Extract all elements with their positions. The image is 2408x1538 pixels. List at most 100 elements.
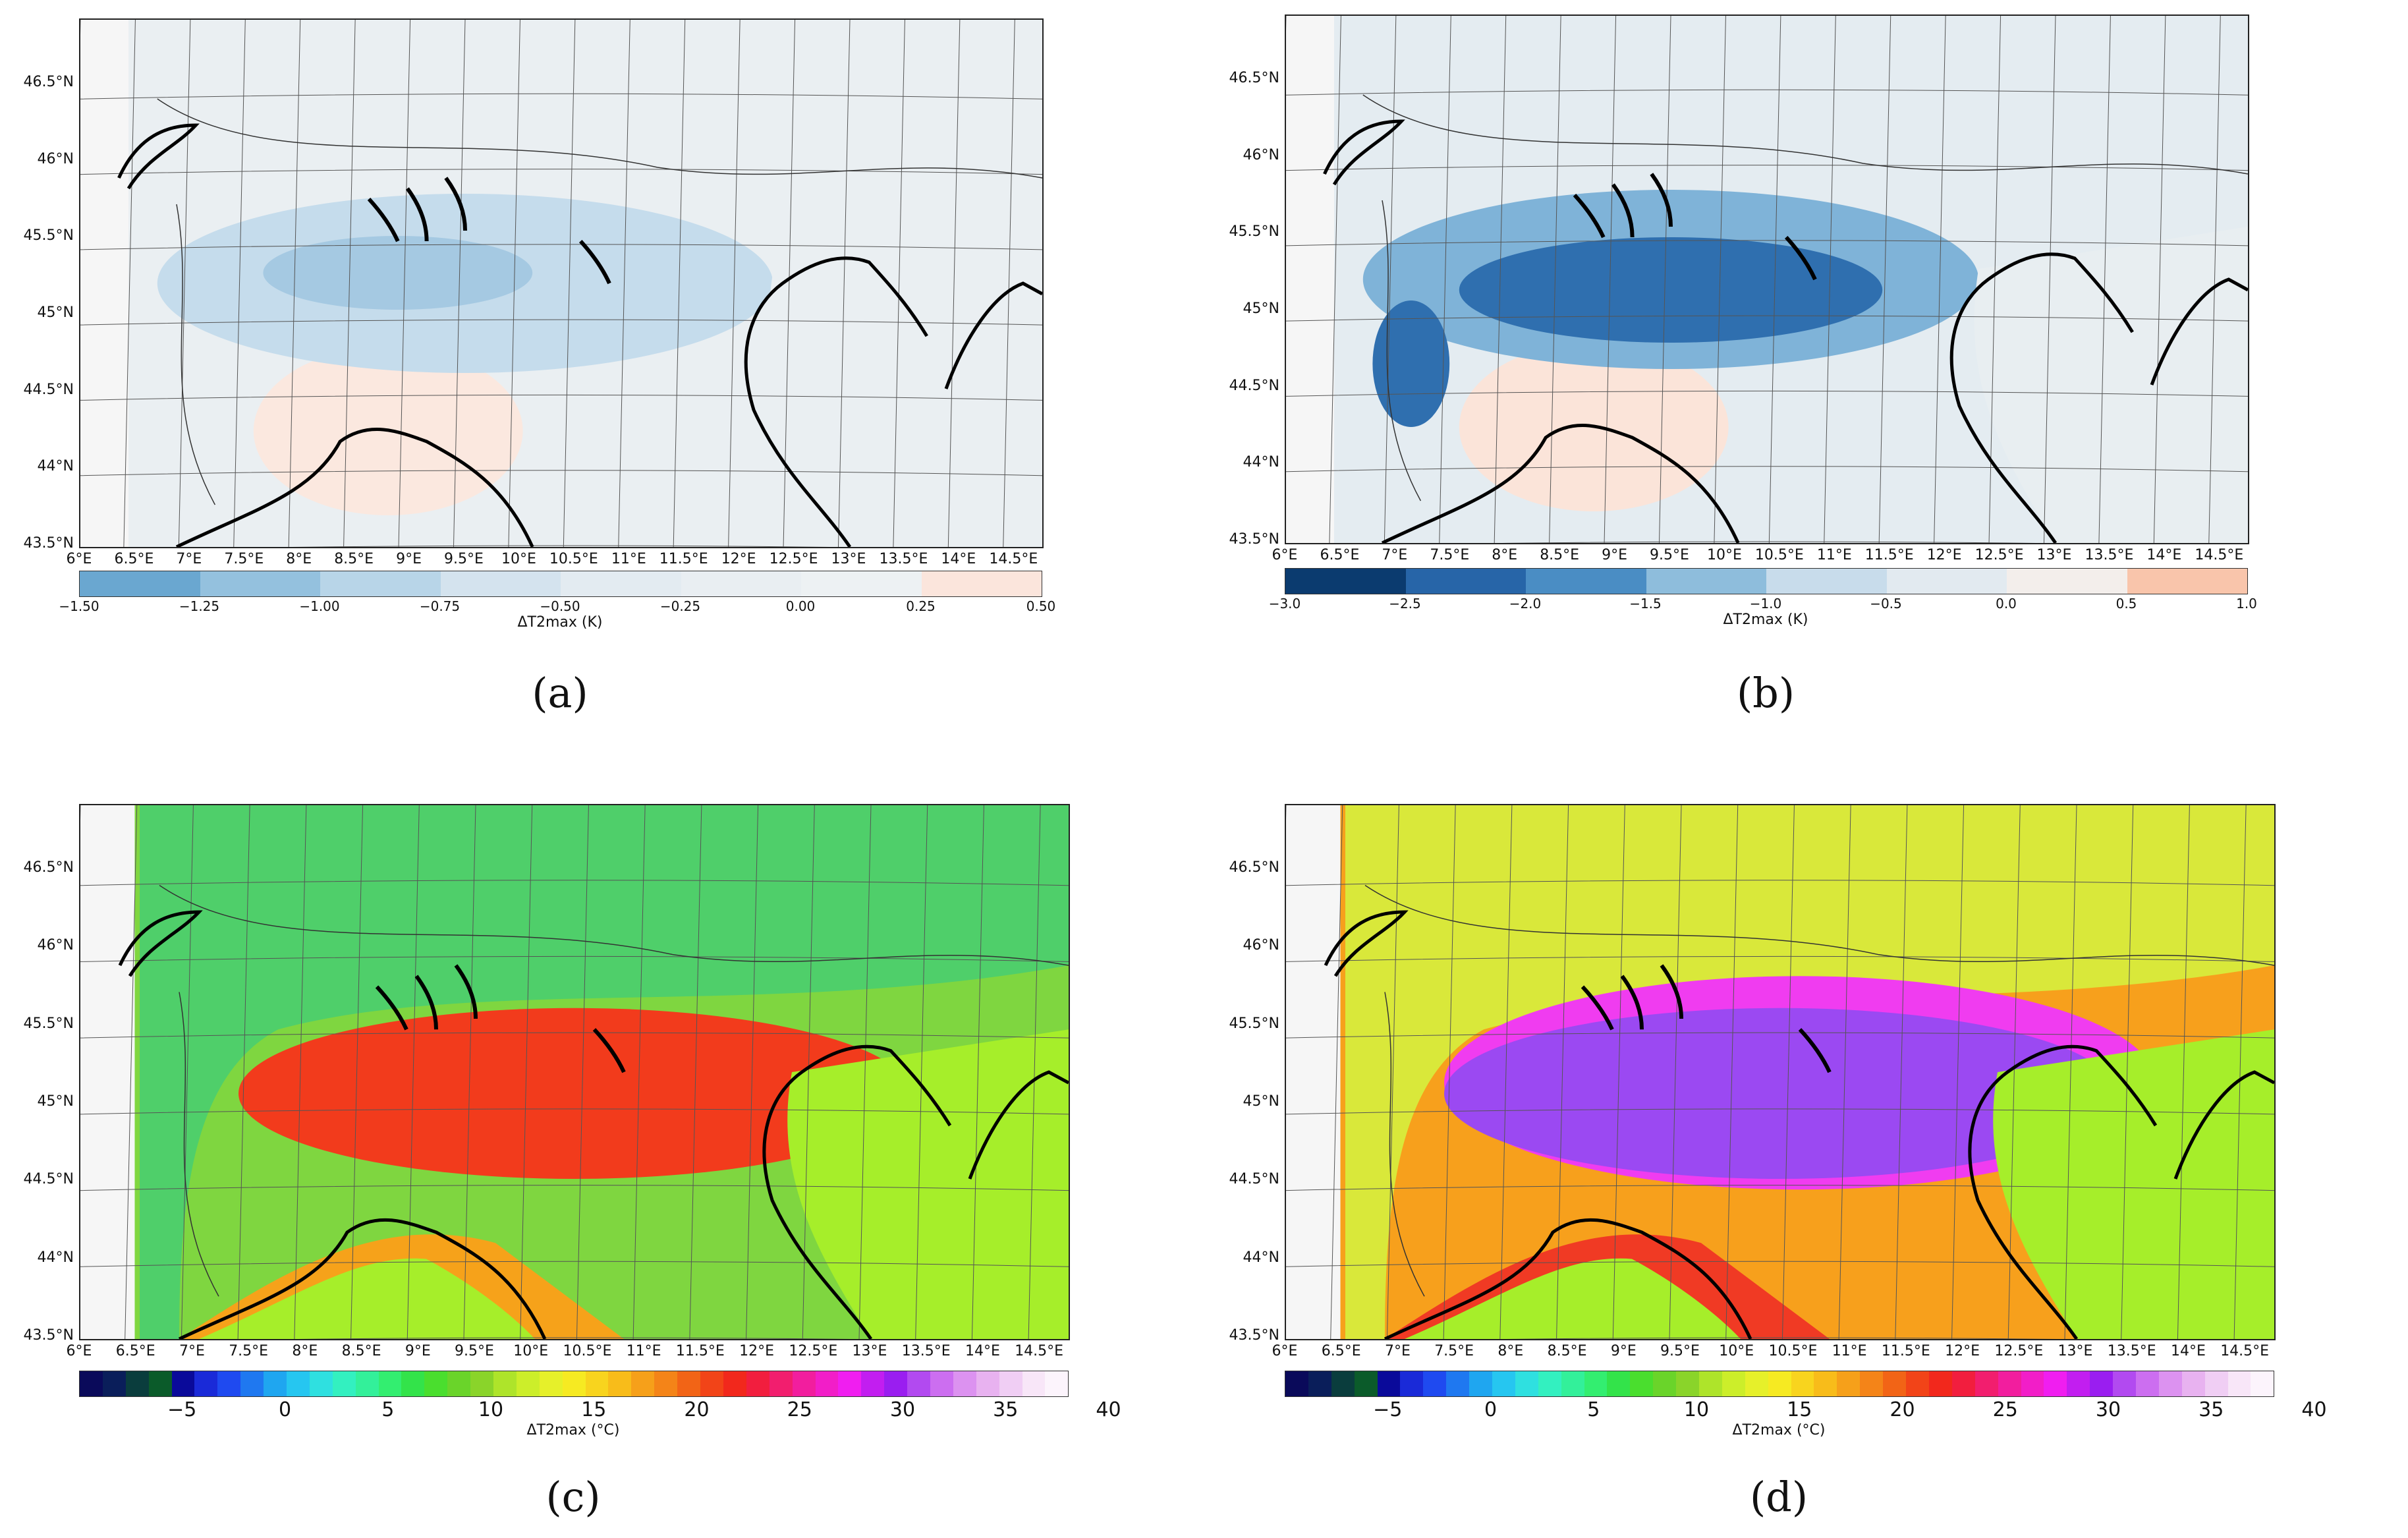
parallel-line [1286, 1032, 2274, 1039]
colorbar-segment [1331, 1371, 1355, 1396]
lon-label: 7°E [179, 1343, 205, 1359]
outside-domain [1286, 805, 1341, 1339]
colorbar-segment [1814, 1371, 1837, 1396]
lon-label: 11°E [626, 1343, 661, 1359]
colorbar-tick-label: 0.0 [1996, 596, 2017, 612]
colorbar-segment [2007, 569, 2127, 594]
lon-label: 11.5°E [659, 551, 708, 567]
colorbar-segment [1607, 1371, 1631, 1396]
colorbar-segment [1928, 1371, 1952, 1396]
colorbar-segment [80, 1371, 103, 1396]
meridian-line [1556, 805, 1569, 1339]
lon-label: 6°E [1272, 1343, 1298, 1359]
colorbar-segment [999, 1371, 1022, 1396]
colorbar-segment [1766, 569, 1887, 594]
meridian-line [1384, 16, 1397, 543]
meridian-line [125, 805, 138, 1339]
meridian-line [233, 20, 246, 547]
colorbar-segment [2135, 1371, 2159, 1396]
meridian-line [673, 20, 686, 547]
lat-label: 46°N [37, 937, 74, 954]
lon-label: 6.5°E [115, 1343, 155, 1359]
colorbar-tick-label: −1.00 [299, 598, 340, 614]
colorbar-segment [1951, 1371, 1975, 1396]
colorbar-tick-label: 0 [278, 1398, 292, 1421]
colorbar-tick-label: 15 [1787, 1398, 1812, 1421]
colorbar-tick-label: −1.25 [179, 598, 220, 614]
colorbar-segment [401, 1371, 425, 1396]
lon-label: 13°E [831, 551, 866, 567]
parallel-line [80, 880, 1069, 886]
meridian-line [123, 20, 136, 547]
colorbar-segment [1423, 1371, 1447, 1396]
france-italy-border [1384, 992, 1425, 1297]
lon-label: 9.5°E [455, 1343, 494, 1359]
parallel-line [80, 169, 1042, 175]
po-valley-plain [238, 1008, 910, 1179]
colorbar-segment [585, 1371, 609, 1396]
map-frame [79, 18, 1044, 548]
meridian-line [1612, 805, 1625, 1339]
meridian-line [783, 20, 796, 547]
meridian-line [2098, 16, 2111, 543]
meridian-line [728, 20, 741, 547]
ligurian-sea [1405, 1258, 1741, 1339]
lon-label: 7.5°E [224, 551, 264, 567]
france-italy-border [1382, 200, 1422, 501]
lon-label: 8°E [1498, 1343, 1524, 1359]
lat-label: 46.5°N [1229, 70, 1279, 86]
lon-label: 10.5°E [1754, 547, 1804, 563]
colorbar-segment [608, 1371, 632, 1396]
lon-label: 9°E [1610, 1343, 1637, 1359]
lon-label: 12.5°E [769, 551, 818, 567]
parallel-line [1286, 955, 2274, 962]
lon-label: 10.5°E [549, 551, 598, 567]
colorbar-segment [1446, 1371, 1470, 1396]
panel-a: 46.5°N 46°N 45.5°N 45°N 44.5°N 44°N 43.5°N 6°E 6… [0, 0, 1186, 764]
colorbar-segment [921, 571, 1042, 596]
adriatic-coastline [762, 1044, 952, 1339]
colorbar-segment [1526, 569, 1646, 594]
colorbar-segment [171, 1371, 195, 1396]
meridian-line [1768, 16, 1781, 543]
colorbar-tick-label: −5 [1373, 1398, 1403, 1421]
colorbar-segment [1791, 1371, 1814, 1396]
lake-geneva [117, 123, 200, 190]
colorbar-tick-label: −2.5 [1389, 596, 1421, 612]
meridian-line [2177, 805, 2190, 1339]
parallel-line [80, 1108, 1069, 1115]
colorbar-segment [1837, 1371, 1861, 1396]
parallel-line [1286, 315, 2248, 322]
lon-label: 13°E [852, 1343, 887, 1359]
colorbar-tick-label: 0.50 [1026, 598, 1056, 614]
colorbar-segment [1405, 569, 1526, 594]
meridian-line [508, 20, 520, 547]
national-border [159, 884, 1069, 966]
colorbar-segment [562, 1371, 586, 1396]
colorbar-segment [2251, 1371, 2274, 1396]
lon-label: 9.5°E [1660, 1343, 1700, 1359]
parallel-line [1286, 1261, 2274, 1267]
map-frame [1285, 804, 2276, 1340]
lat-label: 44.5°N [1229, 377, 1279, 394]
meridian-line [2007, 805, 2021, 1339]
lat-label: 44°N [37, 1249, 74, 1266]
colorbar-tick-label: 35 [2198, 1398, 2224, 1421]
lake-outline-0 [367, 197, 400, 242]
parallel-line [80, 1185, 1069, 1191]
colorbar-segment [861, 1371, 885, 1396]
lon-label: 14.5°E [1015, 1343, 1064, 1359]
colorbar-tick-label: 5 [1587, 1398, 1600, 1421]
colorbar-tick-label: 40 [1096, 1398, 1121, 1421]
colorbar-segment [1630, 1371, 1654, 1396]
meridian-line [181, 805, 194, 1339]
meridian-line [1003, 20, 1015, 547]
colorbar-segment [930, 1371, 953, 1396]
meridian-line [1988, 16, 2002, 543]
lon-label: 7.5°E [1430, 547, 1470, 563]
lat-label: 46°N [37, 150, 74, 167]
lat-label: 44.5°N [23, 381, 74, 398]
colorbar-tick-label: −0.5 [1870, 596, 1902, 612]
lon-label: 14.5°E [2220, 1343, 2270, 1359]
parallel-line [1286, 240, 2248, 246]
